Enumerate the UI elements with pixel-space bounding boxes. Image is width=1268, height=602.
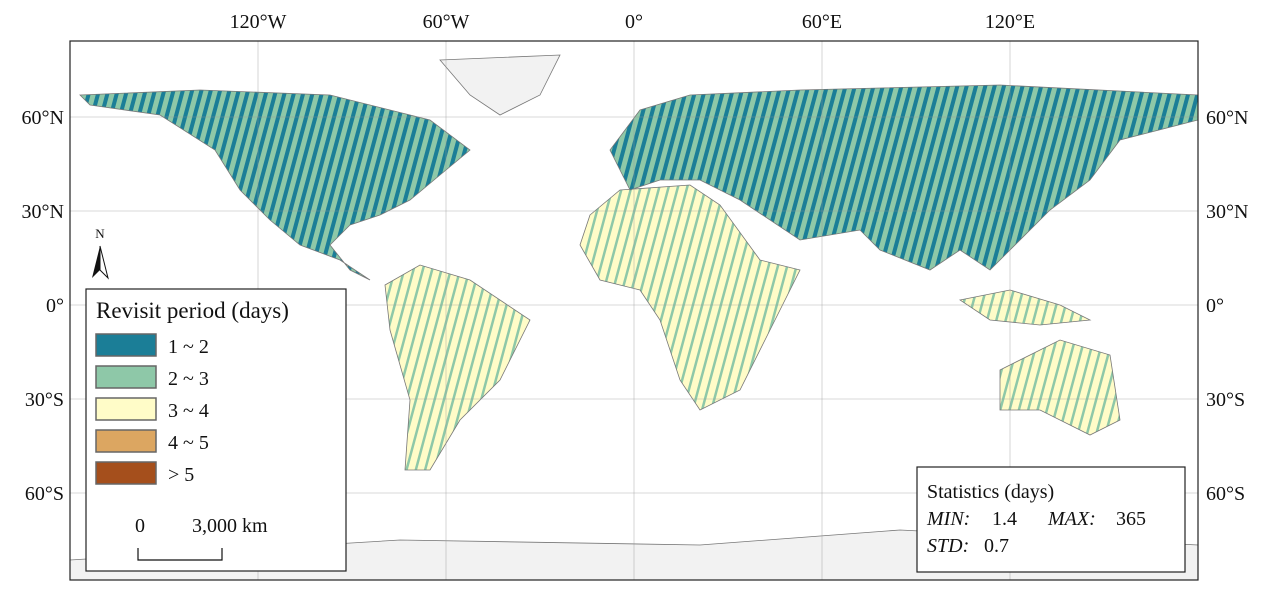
legend-swatch xyxy=(95,429,157,453)
greenland xyxy=(439,54,561,116)
legend-label: 3 ~ 4 xyxy=(168,400,209,422)
lon-label: 60°W xyxy=(423,11,470,33)
std-label: STD: xyxy=(927,535,969,557)
lon-label: 0° xyxy=(625,11,643,33)
statistics-title: Statistics (days) xyxy=(927,481,1054,503)
lat-label-right: 30°S xyxy=(1206,389,1245,411)
south-america xyxy=(384,264,531,471)
scale-bar xyxy=(137,548,223,561)
legend-swatch xyxy=(95,461,157,485)
statistics: Statistics (days) MIN: 1.4 MAX: 365 STD:… xyxy=(916,466,1186,573)
legend-label: 1 ~ 2 xyxy=(168,336,209,358)
max-label: MAX: xyxy=(1047,508,1096,530)
lon-label: 120°E xyxy=(985,11,1035,33)
legend-swatch xyxy=(95,397,157,421)
north-arrow: N xyxy=(92,226,109,280)
scale-end: 3,000 km xyxy=(192,515,268,537)
lat-label-left: 0° xyxy=(46,295,64,317)
arrow-right xyxy=(99,245,109,280)
lat-label-right: 0° xyxy=(1206,295,1224,317)
north-label: N xyxy=(95,226,105,241)
lat-label-left: 30°S xyxy=(25,389,64,411)
africa xyxy=(579,184,801,411)
lat-label-left: 60°N xyxy=(22,107,64,129)
legend: Revisit period (days) 1 ~ 2 2 ~ 3 3 ~ 4 4 ~… xyxy=(85,288,347,572)
legend-label: 2 ~ 3 xyxy=(168,368,209,390)
lon-label: 120°W xyxy=(230,11,287,33)
legend-label: > 5 xyxy=(168,464,194,486)
min-label: MIN: xyxy=(926,508,970,530)
max-value: 365 xyxy=(1116,508,1146,530)
lat-label-right: 30°N xyxy=(1206,201,1248,223)
min-value: 1.4 xyxy=(992,508,1017,530)
scale-start: 0 xyxy=(135,515,145,537)
map-border xyxy=(69,40,1199,581)
north-america xyxy=(79,89,471,281)
arrow-left xyxy=(92,246,100,278)
legend-swatch xyxy=(95,333,157,357)
legend-items: 1 ~ 2 2 ~ 3 3 ~ 4 4 ~ 5 > 5 xyxy=(95,333,209,486)
eurasia xyxy=(609,84,1199,271)
legend-label: 4 ~ 5 xyxy=(168,432,209,454)
legend-title: Revisit period (days) xyxy=(96,298,289,323)
statistics-box xyxy=(916,466,1186,573)
lat-label-right: 60°N xyxy=(1206,107,1248,129)
australia xyxy=(999,339,1121,436)
std-value: 0.7 xyxy=(984,535,1009,557)
lat-label-left: 60°S xyxy=(25,483,64,505)
lon-label: 60°E xyxy=(802,11,842,33)
lat-label-left: 30°N xyxy=(22,201,64,223)
lat-label-right: 60°S xyxy=(1206,483,1245,505)
legend-swatch xyxy=(95,365,157,389)
